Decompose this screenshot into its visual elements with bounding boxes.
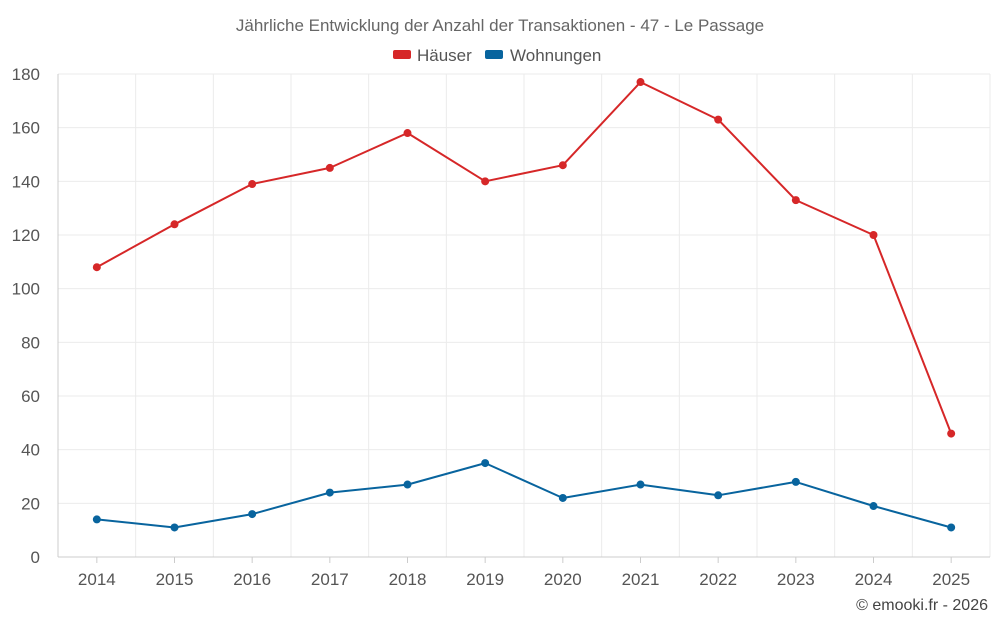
data-point-0-11[interactable] (947, 429, 956, 438)
y-axis-ticks: 0 20 40 60 80 100 120 140 160 180 (12, 65, 40, 567)
data-point-0-8[interactable] (714, 115, 723, 124)
data-point-0-3[interactable] (325, 163, 334, 172)
y-tick-label: 0 (31, 548, 40, 567)
y-tick-label: 80 (21, 333, 40, 352)
legend-swatch-haeuser (393, 50, 411, 59)
data-point-0-6[interactable] (558, 161, 567, 170)
y-tick-label: 140 (12, 172, 40, 191)
x-tick-label: 2025 (932, 570, 970, 589)
y-tick-label: 180 (12, 65, 40, 84)
data-point-1-6[interactable] (558, 493, 567, 502)
data-point-0-0[interactable] (92, 263, 101, 272)
grid (57, 73, 991, 558)
legend-item-wohnungen[interactable]: Wohnungen (485, 46, 601, 65)
legend: Häuser Wohnungen (393, 46, 601, 65)
y-tick-label: 60 (21, 387, 40, 406)
data-point-0-2[interactable] (248, 180, 257, 189)
data-point-1-9[interactable] (791, 477, 800, 486)
x-tick-label: 2014 (78, 570, 116, 589)
data-point-1-5[interactable] (481, 459, 490, 468)
y-tick-label: 20 (21, 494, 40, 513)
x-axis-ticks: 2014 2015 2016 2017 2018 2019 2020 2021 2022 2023… (78, 557, 970, 589)
chart-title: Jährliche Entwicklung der Anzahl der Tra… (236, 16, 764, 35)
y-tick-label: 160 (12, 119, 40, 138)
data-point-1-10[interactable] (869, 502, 878, 511)
x-tick-label: 2017 (311, 570, 349, 589)
legend-swatch-wohnungen (485, 50, 503, 59)
x-tick-label: 2024 (855, 570, 893, 589)
series-group (92, 78, 956, 532)
data-point-0-7[interactable] (636, 78, 645, 87)
legend-label-wohnungen: Wohnungen (510, 46, 601, 65)
data-point-1-11[interactable] (947, 523, 956, 532)
data-point-0-5[interactable] (481, 177, 490, 186)
x-tick-label: 2019 (466, 570, 504, 589)
y-tick-label: 40 (21, 441, 40, 460)
data-point-1-2[interactable] (248, 510, 257, 519)
data-point-1-0[interactable] (92, 515, 101, 524)
data-point-0-9[interactable] (791, 196, 800, 205)
series-line-0 (96, 81, 953, 434)
x-tick-label: 2018 (389, 570, 427, 589)
data-point-1-1[interactable] (170, 523, 179, 532)
x-tick-label: 2022 (699, 570, 737, 589)
data-point-1-7[interactable] (636, 480, 645, 489)
series-line-1 (96, 462, 952, 529)
x-tick-label: 2020 (544, 570, 582, 589)
x-tick-label: 2016 (233, 570, 271, 589)
x-tick-label: 2015 (156, 570, 194, 589)
credit-text: © emooki.fr - 2026 (856, 597, 988, 614)
data-point-1-4[interactable] (403, 480, 412, 489)
legend-label-haeuser: Häuser (417, 46, 472, 65)
data-point-0-4[interactable] (403, 129, 412, 138)
data-point-1-3[interactable] (325, 488, 334, 497)
x-tick-label: 2021 (622, 570, 660, 589)
data-point-0-10[interactable] (869, 231, 878, 239)
data-point-0-1[interactable] (170, 220, 179, 229)
y-tick-label: 100 (12, 280, 40, 299)
y-tick-label: 120 (12, 226, 40, 245)
x-tick-label: 2023 (777, 570, 815, 589)
data-point-1-8[interactable] (714, 491, 723, 500)
legend-item-haeuser[interactable]: Häuser (393, 46, 472, 65)
